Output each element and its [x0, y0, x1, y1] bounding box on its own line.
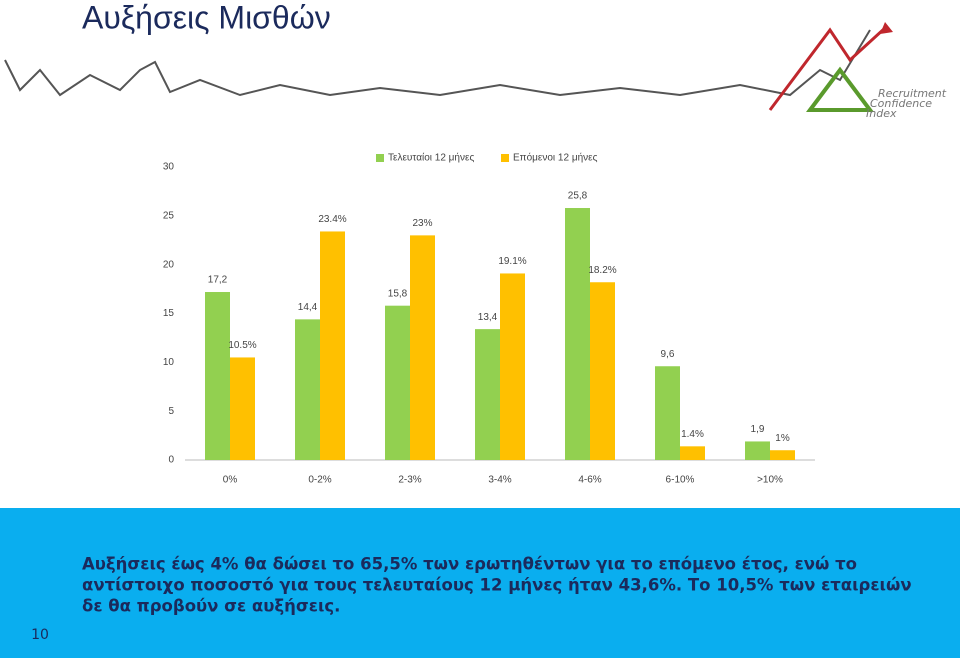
data-label: 1.4% [681, 429, 704, 440]
bar [680, 446, 705, 460]
text-box [0, 508, 960, 658]
chart: 0 5 10 15 20 25 30 Τελευταίοι 12 μήνες Επόμενοι … [163, 152, 815, 486]
bar [475, 329, 500, 460]
data-label: 23.4% [318, 214, 346, 225]
x-tick-label: 0% [223, 475, 238, 486]
legend-swatch [501, 154, 509, 162]
data-label: 18.2% [588, 265, 616, 276]
data-label: 1% [775, 433, 790, 444]
bar [385, 305, 410, 460]
data-label: 13,4 [478, 312, 498, 323]
logo-text: Index [866, 107, 897, 120]
logo-text: Confidence [870, 97, 932, 110]
body-text: Αυξήσεις έως 4% θα δώσει το 65,5% των ερ… [82, 555, 857, 574]
decorative-line [4, 29, 871, 97]
bar [655, 366, 680, 460]
y-tick-label: 0 [168, 455, 174, 466]
legend-label: Επόμενοι 12 μήνες [513, 152, 598, 164]
logo-arrow [768, 26, 887, 111]
legend-swatch [376, 154, 384, 162]
x-tick-label: >10% [757, 475, 783, 486]
data-label: 25,8 [568, 191, 588, 202]
bar [320, 231, 345, 460]
y-tick-label: 5 [168, 406, 174, 417]
bar [770, 450, 795, 460]
logo-triangle [806, 66, 874, 112]
logo-text: Recruitment [878, 87, 947, 100]
legend-label: Τελευταίοι 12 μήνες [388, 152, 474, 164]
x-tick-label: 6-10% [666, 475, 695, 486]
body-text: αντίστοιχο ποσοστό για τους τελευταίους … [82, 576, 912, 595]
x-tick-label: 2-3% [398, 475, 421, 486]
bar [745, 441, 770, 460]
y-tick-label: 15 [163, 308, 175, 319]
data-label: 23% [412, 218, 432, 229]
bar [230, 357, 255, 460]
slide-title: Αυξήσεις Μισθών [82, 0, 331, 35]
data-label: 14,4 [298, 302, 318, 313]
x-tick-label: 0-2% [308, 475, 331, 486]
logo-arrowhead [880, 22, 893, 34]
data-label: 17,2 [208, 275, 228, 286]
y-tick-label: 20 [163, 259, 175, 270]
body-text: δε θα προβούν σε αυξήσεις. [82, 597, 340, 616]
data-label: 15,8 [388, 288, 408, 299]
data-label: 19.1% [498, 256, 526, 267]
data-label: 9,6 [661, 349, 675, 360]
bar [295, 319, 320, 460]
page-number: 10 [31, 627, 49, 643]
bar [590, 282, 615, 460]
x-tick-label: 4-6% [578, 475, 601, 486]
bar [565, 208, 590, 460]
bar [410, 235, 435, 460]
x-tick-label: 3-4% [488, 475, 511, 486]
y-tick-label: 30 [163, 162, 175, 173]
y-tick-label: 25 [163, 210, 175, 221]
data-label: 1,9 [751, 424, 765, 435]
bar [500, 273, 525, 460]
data-label: 10.5% [228, 340, 256, 351]
bar [205, 292, 230, 460]
y-tick-label: 10 [163, 357, 175, 368]
